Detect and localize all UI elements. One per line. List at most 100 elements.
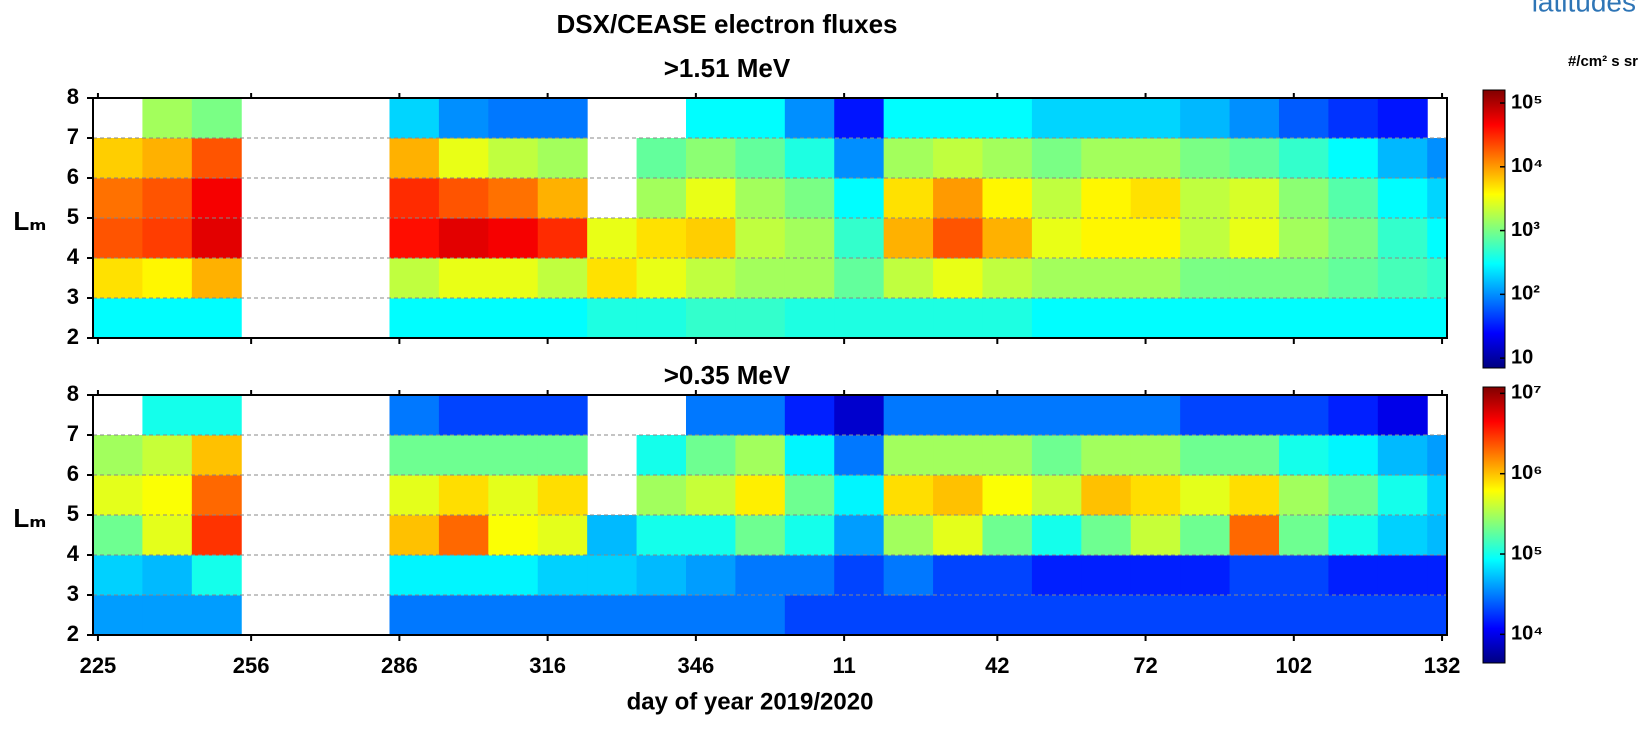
heatmap-cell <box>488 138 539 179</box>
heatmap-cell <box>685 595 736 636</box>
heatmap-cell <box>1328 555 1379 596</box>
corner-note: latitudes <box>1532 0 1636 17</box>
colorbar-tick-label: 10⁵ <box>1511 542 1543 564</box>
heatmap-cell <box>1328 435 1379 476</box>
heatmap-cell <box>982 435 1033 476</box>
heatmap-cell <box>834 555 885 596</box>
heatmap-cell <box>883 555 934 596</box>
heatmap-cell <box>883 435 934 476</box>
heatmap-cell <box>93 258 143 299</box>
heatmap-cell <box>1081 555 1132 596</box>
heatmap-cell <box>735 298 786 339</box>
heatmap-cell <box>636 475 687 516</box>
heatmap-cell <box>587 555 638 596</box>
heatmap-cell <box>1031 515 1082 556</box>
heatmap-cell <box>142 435 193 476</box>
heatmap-cell <box>537 555 588 596</box>
heatmap-cell <box>685 435 736 476</box>
heatmap-cell <box>1377 435 1428 476</box>
x-tick-label: 256 <box>233 653 270 678</box>
heatmap-cell <box>834 178 885 219</box>
heatmap-cell <box>933 138 983 179</box>
heatmap-cell <box>191 475 242 516</box>
heatmap-cell <box>537 595 588 636</box>
heatmap-cell <box>438 475 489 516</box>
heatmap-cell <box>834 218 885 259</box>
heatmap-cell <box>1081 435 1132 476</box>
y-tick-label: 4 <box>67 244 80 269</box>
heatmap-cell <box>1278 258 1329 299</box>
heatmap-cell <box>636 595 687 636</box>
heatmap-cell <box>982 395 1033 436</box>
heatmap-cell <box>784 475 835 516</box>
heatmap-cell <box>93 555 143 596</box>
heatmap-cell <box>1229 178 1280 219</box>
heatmap-cell <box>1229 298 1280 339</box>
y-tick-label: 8 <box>67 381 79 406</box>
heatmap-cell <box>537 298 588 339</box>
heatmap-cell <box>636 138 687 179</box>
heatmap-cell <box>1278 595 1329 636</box>
heatmap-cell <box>1278 138 1329 179</box>
y-tick-label: 2 <box>67 324 79 349</box>
heatmap-cell <box>537 258 588 299</box>
heatmap-cell <box>488 178 539 219</box>
heatmap-cell <box>982 515 1033 556</box>
heatmap-cell <box>1229 435 1280 476</box>
heatmap-cell <box>1031 555 1082 596</box>
colorbar-tick-label: 10⁴ <box>1511 155 1543 177</box>
heatmap-cell <box>1031 595 1082 636</box>
heatmap-cell <box>1081 138 1132 179</box>
heatmap-cell <box>1278 555 1329 596</box>
heatmap-cell <box>537 98 588 139</box>
heatmap-cell <box>1278 178 1329 219</box>
heatmap-cell <box>735 138 786 179</box>
heatmap-cell <box>389 218 440 259</box>
heatmap-cell <box>1377 98 1428 139</box>
heatmap-cell <box>1031 218 1082 259</box>
heatmap-cell <box>1278 98 1329 139</box>
heatmap-cell <box>784 515 835 556</box>
heatmap-cell <box>982 258 1033 299</box>
heatmap-cell <box>1328 138 1379 179</box>
heatmap-cell <box>1328 515 1379 556</box>
heatmap-cell <box>587 595 638 636</box>
heatmap-cell <box>784 218 835 259</box>
heatmap-cell <box>537 395 588 436</box>
x-tick-label: 102 <box>1275 653 1312 678</box>
heatmap-cell <box>933 178 983 219</box>
heatmap-cell <box>834 435 885 476</box>
heatmap-cell <box>1377 555 1428 596</box>
heatmap-cell <box>1180 555 1231 596</box>
heatmap-cell <box>537 435 588 476</box>
heatmap-cell <box>834 395 885 436</box>
y-tick-label: 6 <box>67 461 79 486</box>
heatmap-cell <box>933 98 983 139</box>
heatmap-cell <box>1377 218 1428 259</box>
heatmap-cell <box>389 138 440 179</box>
colorbar-tick-label: 10⁴ <box>1511 623 1543 645</box>
heatmap-cell <box>883 138 934 179</box>
x-tick-label: 72 <box>1133 653 1157 678</box>
heatmap-cell <box>685 395 736 436</box>
heatmap-cell <box>191 395 242 436</box>
heatmap-cell <box>735 555 786 596</box>
heatmap-cell <box>784 595 835 636</box>
heatmap-cell <box>834 475 885 516</box>
heatmap-cell <box>883 98 934 139</box>
y-tick-label: 4 <box>67 541 80 566</box>
heatmap-cell <box>389 395 440 436</box>
heatmap-cell <box>1031 475 1082 516</box>
heatmap-cell <box>883 258 934 299</box>
heatmap-cell <box>1427 258 1448 299</box>
heatmap-cell <box>1130 218 1181 259</box>
y-axis-label: Lₘ <box>13 206 46 236</box>
heatmap-cell <box>685 515 736 556</box>
heatmap-cell <box>933 515 983 556</box>
heatmap-cell <box>636 298 687 339</box>
heatmap-cell <box>142 515 193 556</box>
heatmap-cell <box>1427 298 1448 339</box>
heatmap-cell <box>587 298 638 339</box>
heatmap-cell <box>1031 138 1082 179</box>
heatmap-cell <box>735 515 786 556</box>
